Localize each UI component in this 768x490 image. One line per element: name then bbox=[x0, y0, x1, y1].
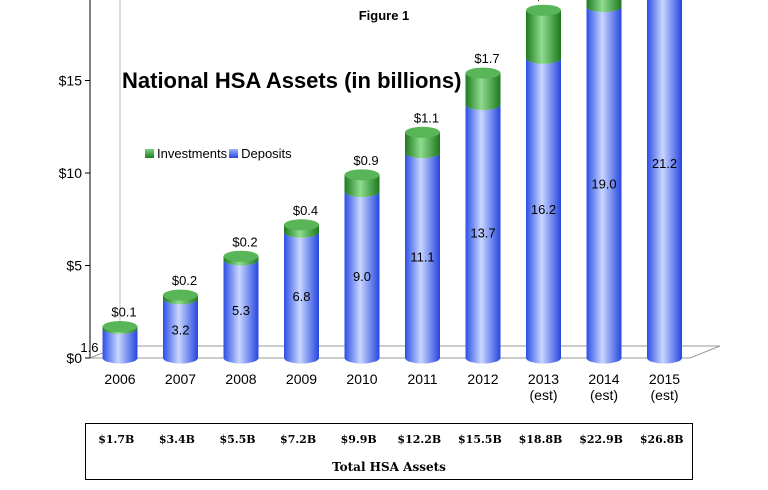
legend-label-investments: Investments bbox=[157, 146, 228, 161]
legend-label-deposits: Deposits bbox=[241, 146, 292, 161]
investments-bar bbox=[284, 219, 319, 238]
x-tick-label: 2011 bbox=[407, 371, 437, 387]
totals-caption: Total HSA Assets bbox=[332, 460, 446, 474]
x-tick-sublabel: (est) bbox=[530, 387, 558, 403]
investment-value-label: $1.7 bbox=[474, 51, 499, 66]
deposit-value-label: 6.8 bbox=[292, 289, 310, 304]
totals-table: $1.7B $3.4B $5.5B $7.2B $9.9B $12.2B $15.5B $18… bbox=[85, 423, 693, 480]
figure-label: Figure 1 bbox=[358, 8, 410, 23]
investments-bar-top bbox=[102, 321, 138, 333]
x-tick-label: 2013 bbox=[528, 371, 559, 387]
legend: Investments Deposits bbox=[145, 146, 292, 161]
total-cell: $15.5B bbox=[458, 433, 502, 446]
investments-bar-body bbox=[526, 10, 561, 64]
investments-bar bbox=[465, 67, 501, 111]
deposit-value-label: 19.0 bbox=[591, 176, 616, 191]
deposits-bar-body bbox=[405, 152, 440, 364]
investments-bar bbox=[102, 321, 138, 334]
total-cell: $1.7B bbox=[98, 433, 135, 446]
total-cell: $3.4B bbox=[158, 433, 195, 446]
investments-bar bbox=[405, 126, 440, 159]
investments-bar-body bbox=[405, 132, 440, 159]
x-tick-label: 2008 bbox=[225, 371, 256, 387]
investment-value-label: $0.2 bbox=[172, 273, 197, 288]
legend-swatch-deposits bbox=[229, 149, 239, 158]
investments-bar bbox=[163, 289, 198, 305]
total-cell: $18.8B bbox=[518, 433, 563, 446]
x-tick-label: 2015 bbox=[649, 371, 680, 387]
deposit-value-label: 1.6 bbox=[80, 340, 98, 355]
deposits-bar-body bbox=[102, 328, 138, 364]
deposits-bar-body bbox=[465, 104, 501, 364]
investments-bar bbox=[223, 250, 259, 266]
deposits-bar-body bbox=[284, 232, 319, 364]
investments-bar-top bbox=[405, 126, 440, 138]
x-tick-label: 2007 bbox=[165, 371, 196, 387]
legend-swatch-investments bbox=[145, 149, 154, 158]
deposit-value-label: 11.1 bbox=[410, 249, 434, 264]
deposit-value-label: 21.2 bbox=[652, 156, 677, 171]
investments-bar-top bbox=[465, 67, 501, 79]
y-tick-label: $5 bbox=[66, 258, 82, 274]
investments-bar-top bbox=[223, 250, 259, 262]
deposit-value-label: 5.3 bbox=[232, 303, 250, 318]
x-tick-label: 2009 bbox=[286, 371, 317, 387]
deposits-bar bbox=[647, 0, 682, 364]
investments-bar bbox=[586, 0, 622, 12]
investments-bar bbox=[526, 4, 561, 64]
investment-value-label: $1.1 bbox=[414, 110, 439, 125]
total-cell: $22.9B bbox=[579, 433, 623, 446]
total-cell: $26.8B bbox=[639, 433, 684, 446]
x-tick-sublabel: (est) bbox=[651, 387, 679, 403]
investments-bar bbox=[344, 169, 380, 198]
x-tick-label: 2006 bbox=[104, 371, 135, 387]
deposit-value-label: 3.2 bbox=[171, 322, 189, 337]
investment-value-label: $0.9 bbox=[353, 153, 378, 168]
x-tick-label: 2012 bbox=[467, 371, 498, 387]
hsa-bar-chart: $0$5$10$15$20$25$301.6$0.120063.2$0.2200… bbox=[59, 0, 721, 403]
investments-bar-body bbox=[586, 0, 622, 12]
investments-bar-top bbox=[344, 169, 380, 181]
investment-value-label: $0.2 bbox=[232, 234, 257, 249]
investment-value-label: $0.4 bbox=[293, 203, 318, 218]
y-tick-label: $10 bbox=[59, 165, 83, 181]
investments-bar-top bbox=[284, 219, 319, 231]
y-tick-label: $0 bbox=[66, 350, 82, 366]
deposit-value-label: 16.2 bbox=[531, 202, 556, 217]
total-cell: $5.5B bbox=[219, 433, 256, 446]
deposits-bar-body bbox=[223, 259, 259, 364]
deposits-bar-body bbox=[526, 58, 561, 364]
x-tick-label: 2010 bbox=[346, 371, 377, 387]
deposit-value-label: 13.7 bbox=[470, 225, 495, 240]
investments-bar-body bbox=[465, 73, 501, 111]
investment-value-label: $2.6 bbox=[535, 0, 560, 3]
chart-title: National HSA Assets (in billions) bbox=[122, 68, 462, 93]
total-cell: $9.9B bbox=[340, 433, 377, 446]
investments-bar-top bbox=[526, 4, 561, 16]
deposits-bar-body bbox=[647, 0, 682, 364]
x-tick-label: 2014 bbox=[588, 371, 619, 387]
x-tick-sublabel: (est) bbox=[590, 387, 618, 403]
deposits-bar-body bbox=[586, 6, 622, 364]
deposit-value-label: 9.0 bbox=[353, 269, 371, 284]
investments-bar-body bbox=[344, 174, 380, 198]
total-cell: $12.2B bbox=[397, 433, 442, 446]
investment-value-label: $0.1 bbox=[111, 305, 136, 320]
deposits-bar-body bbox=[344, 191, 380, 364]
deposits-bar-body bbox=[163, 298, 198, 364]
y-tick-label: $15 bbox=[59, 73, 83, 89]
totals-row: $1.7B $3.4B $5.5B $7.2B $9.9B $12.2B $15.5B $18… bbox=[86, 433, 692, 451]
investments-bar-top bbox=[163, 289, 198, 301]
total-cell: $7.2B bbox=[280, 433, 317, 446]
